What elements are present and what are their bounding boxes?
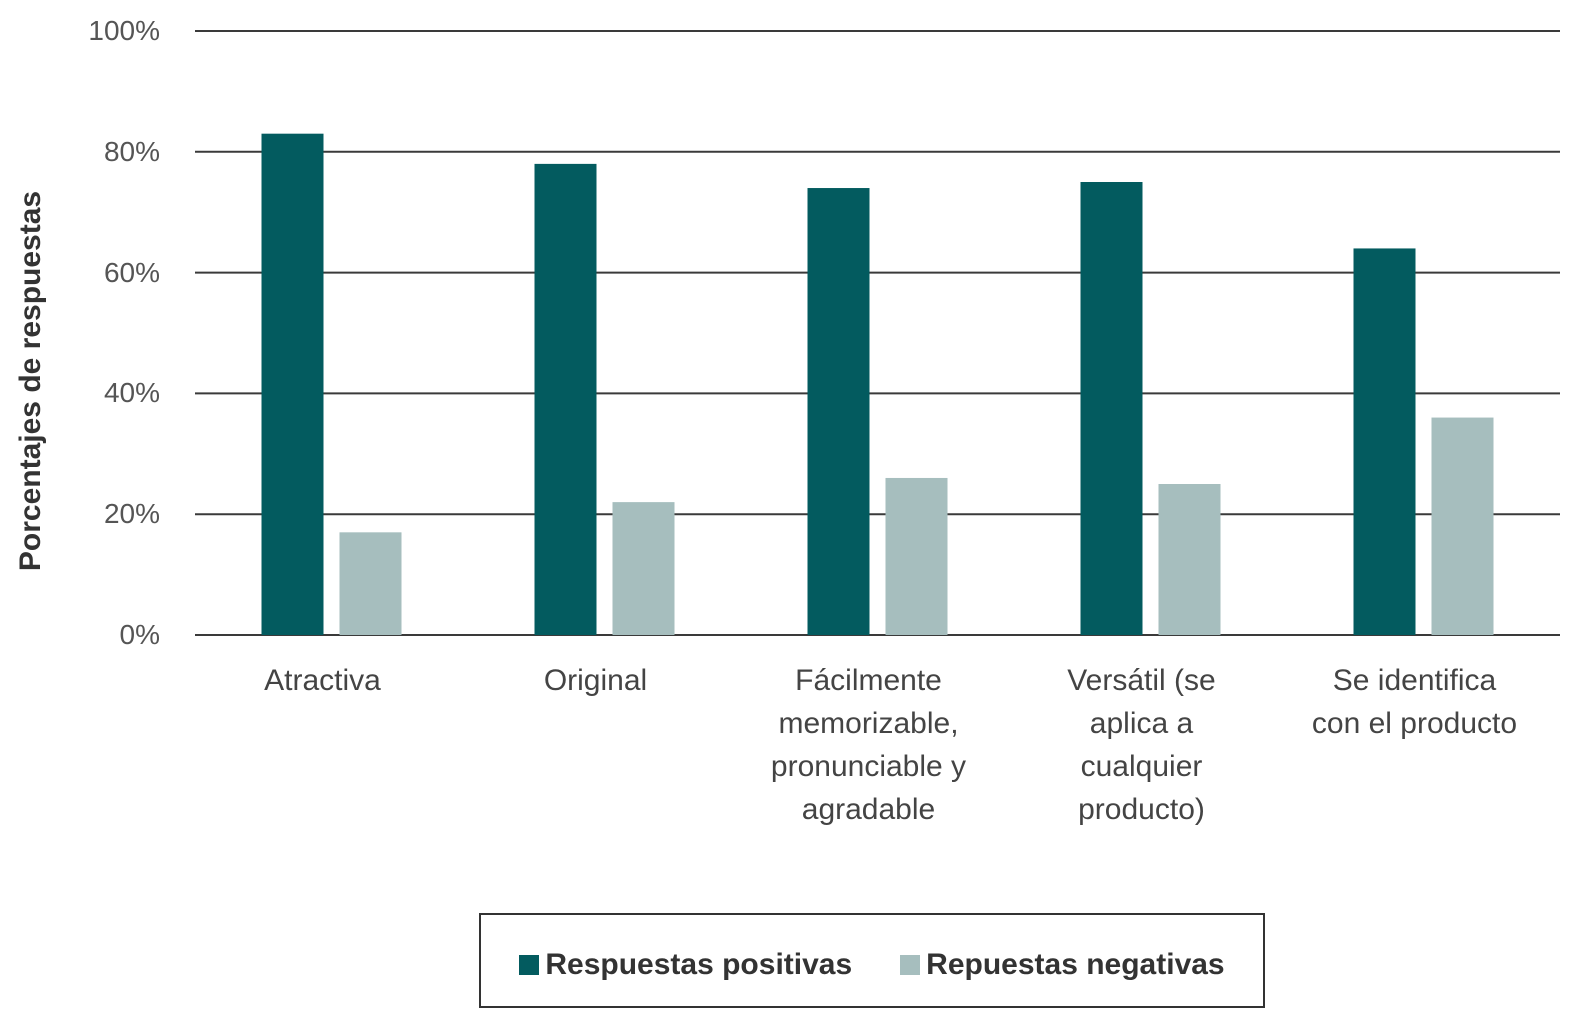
bar-positive-1 xyxy=(261,133,324,635)
x-tick-label: Se identifica con el producto xyxy=(1311,664,1518,740)
legend: Respuestas positivas Repuestas negativas xyxy=(479,913,1265,1008)
bar-negative-2 xyxy=(612,502,675,635)
legend-label-negative: Repuestas negativas xyxy=(926,947,1225,981)
bar-negative-4 xyxy=(1158,484,1221,635)
bar-negative-1 xyxy=(339,532,402,635)
legend-swatch-negative xyxy=(900,954,921,975)
bar-positive-4 xyxy=(1080,182,1143,635)
x-tick-label: Versátil (se aplica a cualquier producto… xyxy=(1067,664,1216,826)
bar-positive-5 xyxy=(1353,248,1416,635)
legend-swatch-positive xyxy=(519,954,540,975)
gridlines xyxy=(195,30,1560,636)
legend-item-positive: Respuestas positivas xyxy=(519,948,852,982)
legend-label-positive: Respuestas positivas xyxy=(545,947,853,981)
bar-negative-3 xyxy=(885,477,948,635)
x-tick-label: Atractiva xyxy=(264,664,381,697)
x-tick-label: Fácilmente memorizable, pronunciable y a… xyxy=(770,664,967,826)
bar-positive-3 xyxy=(807,188,870,636)
y-tick-label: 60% xyxy=(103,256,160,288)
bar-negative-5 xyxy=(1431,417,1494,635)
bar-series xyxy=(261,133,1494,636)
y-tick-label: 20% xyxy=(103,498,160,530)
y-tick-label: 40% xyxy=(103,377,160,409)
y-tick-label: 0% xyxy=(119,619,160,650)
bar-positive-2 xyxy=(534,163,597,635)
y-tick-label: 100% xyxy=(88,15,160,46)
legend-item-negative: Repuestas negativas xyxy=(900,947,1225,982)
y-tick-label: 80% xyxy=(103,135,160,167)
x-tick-label: Original xyxy=(543,664,648,697)
